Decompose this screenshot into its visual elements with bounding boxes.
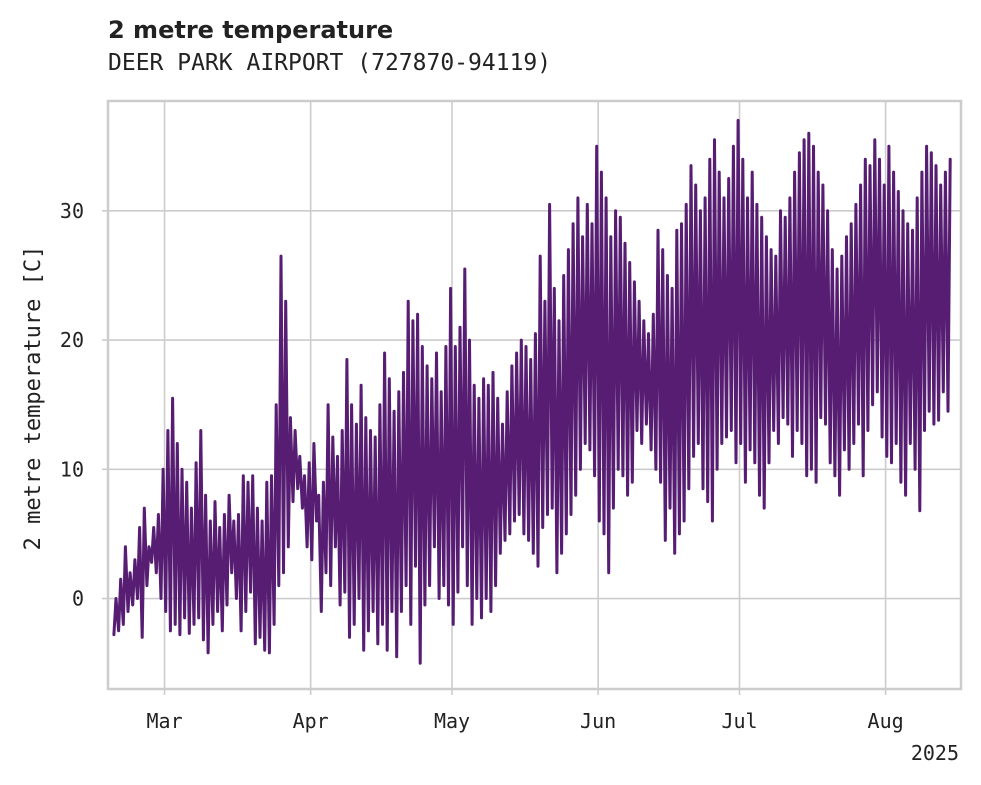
- chart-subtitle: DEER PARK AIRPORT (727870-94119): [108, 50, 552, 76]
- series-line-group: [112, 118, 952, 665]
- x-tick-label-apr: Apr: [293, 709, 329, 733]
- plot-frame: [106, 99, 963, 691]
- x-tick-label-aug: Aug: [868, 709, 904, 733]
- y-tick-label-20: 20: [60, 328, 84, 352]
- x-axis-offset-label: 2025: [911, 741, 959, 765]
- y-axis-ticks: 0 10 20 30: [60, 199, 108, 611]
- y-axis-label: 2 metre temperature [C]: [21, 246, 46, 551]
- chart-title: 2 metre temperature: [108, 16, 394, 44]
- x-axis-ticks: Mar Apr May Jun Jul Aug: [146, 689, 904, 733]
- x-tick-label-jun: Jun: [580, 709, 616, 733]
- y-tick-label-30: 30: [60, 199, 84, 223]
- x-tick-label-jul: Jul: [721, 709, 757, 733]
- temperature-series-line: [112, 118, 952, 665]
- y-tick-label-0: 0: [72, 587, 84, 611]
- x-tick-label-may: May: [434, 709, 470, 733]
- y-tick-label-10: 10: [60, 457, 84, 481]
- x-tick-label-mar: Mar: [146, 709, 182, 733]
